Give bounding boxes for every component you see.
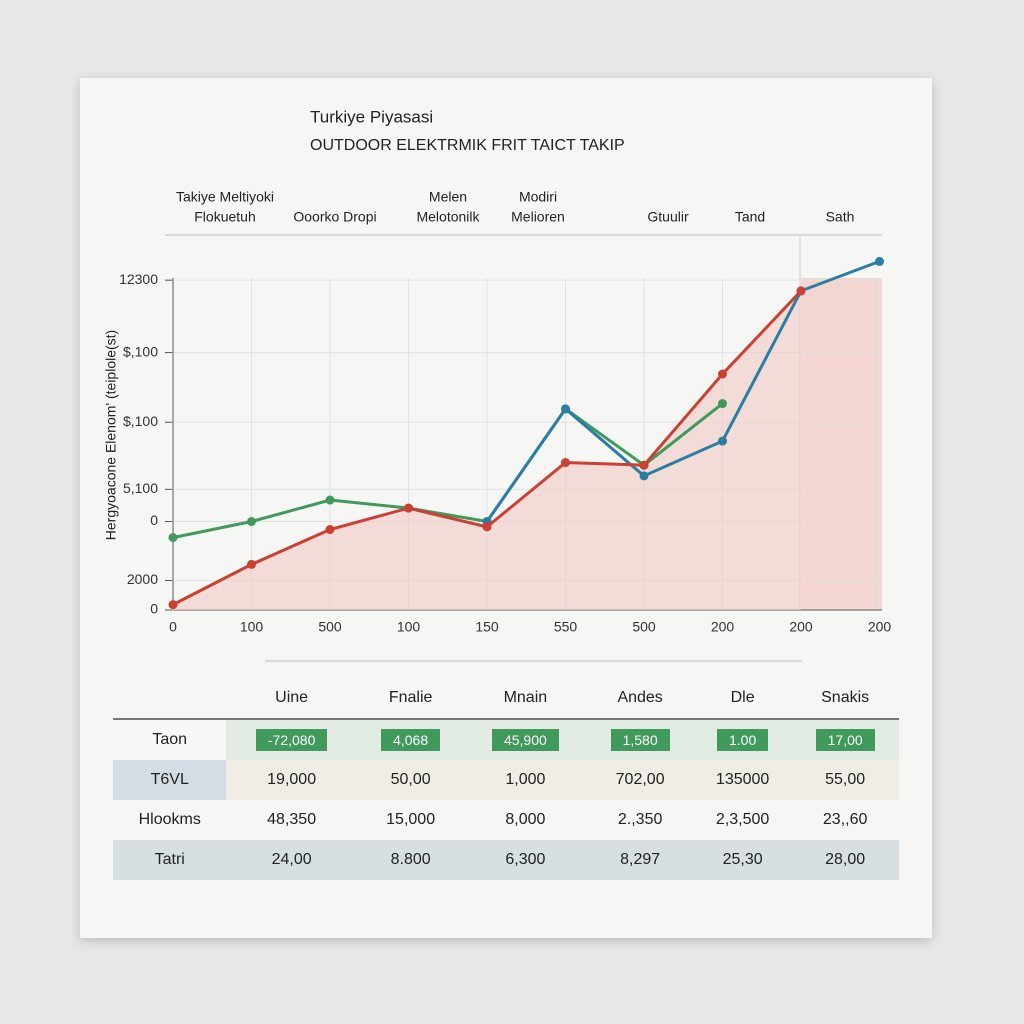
cell: 6,300: [464, 840, 587, 880]
column-header: Melioren: [511, 209, 565, 225]
y-tick-label: 5,100: [123, 480, 158, 496]
cell: -72,080: [226, 719, 357, 760]
y-tick-label: 0: [150, 512, 158, 528]
badge: -72,080: [255, 729, 328, 751]
cell: 1.00: [693, 719, 792, 760]
cell: 8,297: [586, 840, 694, 880]
x-tick-label: 550: [554, 619, 578, 635]
column-header: Melotonilk: [416, 209, 480, 225]
column-header: Ooorko Dropi: [293, 209, 376, 225]
badge: 1,580: [610, 729, 670, 751]
point: [168, 600, 178, 610]
column-header: Snakis: [791, 678, 899, 720]
y-axis-label: Hergyoacone Elenom' (teiplole(st): [103, 330, 119, 540]
series-line: [172, 402, 724, 540]
point: [718, 369, 727, 379]
data-table: Uine Fnalie Mnain Andes Dle Snakis Taon -72,080…: [113, 678, 899, 880]
point: [561, 404, 570, 414]
cell: T6VL: [113, 760, 227, 800]
column-header: Flokuetuh: [194, 209, 255, 225]
cell: 55,00: [791, 760, 899, 800]
cell: 19,000: [226, 760, 357, 800]
x-tick-label: 100: [240, 619, 264, 635]
column-header: Mnain: [464, 678, 587, 720]
point: [561, 458, 570, 468]
highlight-zone: [800, 278, 882, 610]
cell: 2,3,500: [715, 811, 770, 828]
cell: 48,350: [267, 811, 317, 828]
column-header: Uine: [226, 678, 357, 720]
x-tick-label: 500: [632, 619, 656, 635]
chart-title: Turkiye Piyasasi: [310, 107, 433, 126]
y-tick-label: $,100: [123, 413, 158, 429]
cell: Tatri: [113, 840, 227, 880]
badge: 45,900: [491, 729, 559, 751]
cell: 1,580: [586, 719, 694, 760]
x-tick-label: 0: [169, 619, 177, 635]
y-tick-label: $,100: [123, 343, 158, 359]
point: [639, 460, 649, 470]
column-header: Melen: [429, 189, 467, 205]
column-header: Dle: [693, 678, 792, 720]
row: Taon -72,080 4,068 45,900 1,580 1.00 17,00: [113, 719, 899, 760]
cell: 702,00: [586, 760, 694, 800]
point: [718, 399, 727, 409]
cell: 24,00: [226, 840, 357, 880]
row: T6VL 19,000 50,00 1,000 702,00 135000 55,00: [113, 760, 899, 800]
point: [168, 533, 178, 543]
x-tick-label: 200: [789, 619, 813, 635]
cell: 8,000: [505, 811, 546, 828]
badge: 1.00: [717, 729, 769, 751]
cell: 17,00: [791, 719, 899, 760]
corner: [113, 678, 227, 720]
series-line: [485, 260, 881, 523]
point: [796, 286, 806, 296]
badge: 4,068: [381, 729, 441, 751]
point: [325, 525, 335, 535]
badge: 17,00: [815, 729, 875, 751]
y-tick-label: 12300: [119, 271, 158, 287]
cell: 50,00: [356, 760, 465, 800]
cell: 28,00: [791, 840, 899, 880]
cell: 25,30: [693, 840, 792, 880]
cell: Hlookms: [138, 811, 201, 828]
point: [482, 522, 492, 532]
column-header: Andes: [586, 678, 694, 720]
cell: Taon: [113, 719, 227, 760]
row: Hlookms 48,350 15,000 8,000 2.,350 2,3,500 23,…: [113, 800, 899, 840]
y-tick-label: 0: [150, 601, 158, 617]
point: [875, 256, 884, 266]
x-tick-label: 200: [868, 619, 892, 635]
cell: 23,,60: [822, 811, 868, 828]
x-tick-label: 200: [711, 619, 735, 635]
x-tick-label: 100: [397, 619, 421, 635]
point: [247, 517, 256, 527]
chart-subtitle: OUTDOOR ELEKTRMIK FRIT TAICT TAKIP: [310, 137, 625, 154]
header-row: Uine Fnalie Mnain Andes Dle Snakis: [113, 678, 899, 720]
column-header: Tand: [735, 209, 765, 225]
point: [404, 503, 413, 513]
column-header: Modiri: [519, 189, 557, 205]
column-header: Gtuulir: [647, 209, 689, 225]
column-header: Fnalie: [356, 678, 465, 720]
y-tick-label: 2000: [127, 571, 158, 587]
row: Tatri 24,00 8.800 6,300 8,297 25,30 28,00: [113, 840, 899, 880]
cell: 1,000: [464, 760, 587, 800]
point: [718, 436, 727, 446]
cell: 15,000: [386, 811, 436, 828]
cell: 4,068: [356, 719, 465, 760]
point: [639, 471, 649, 481]
point: [325, 495, 335, 505]
x-tick-label: 500: [318, 619, 342, 635]
point: [247, 559, 256, 569]
column-header: Takiye Meltiyoki: [176, 189, 274, 205]
x-tick-label: 150: [475, 619, 499, 635]
column-header: Sath: [826, 209, 855, 225]
cell: 8.800: [356, 840, 465, 880]
cell: 2.,350: [617, 811, 663, 828]
cell: 45,900: [464, 719, 587, 760]
cell: 135000: [693, 760, 792, 800]
